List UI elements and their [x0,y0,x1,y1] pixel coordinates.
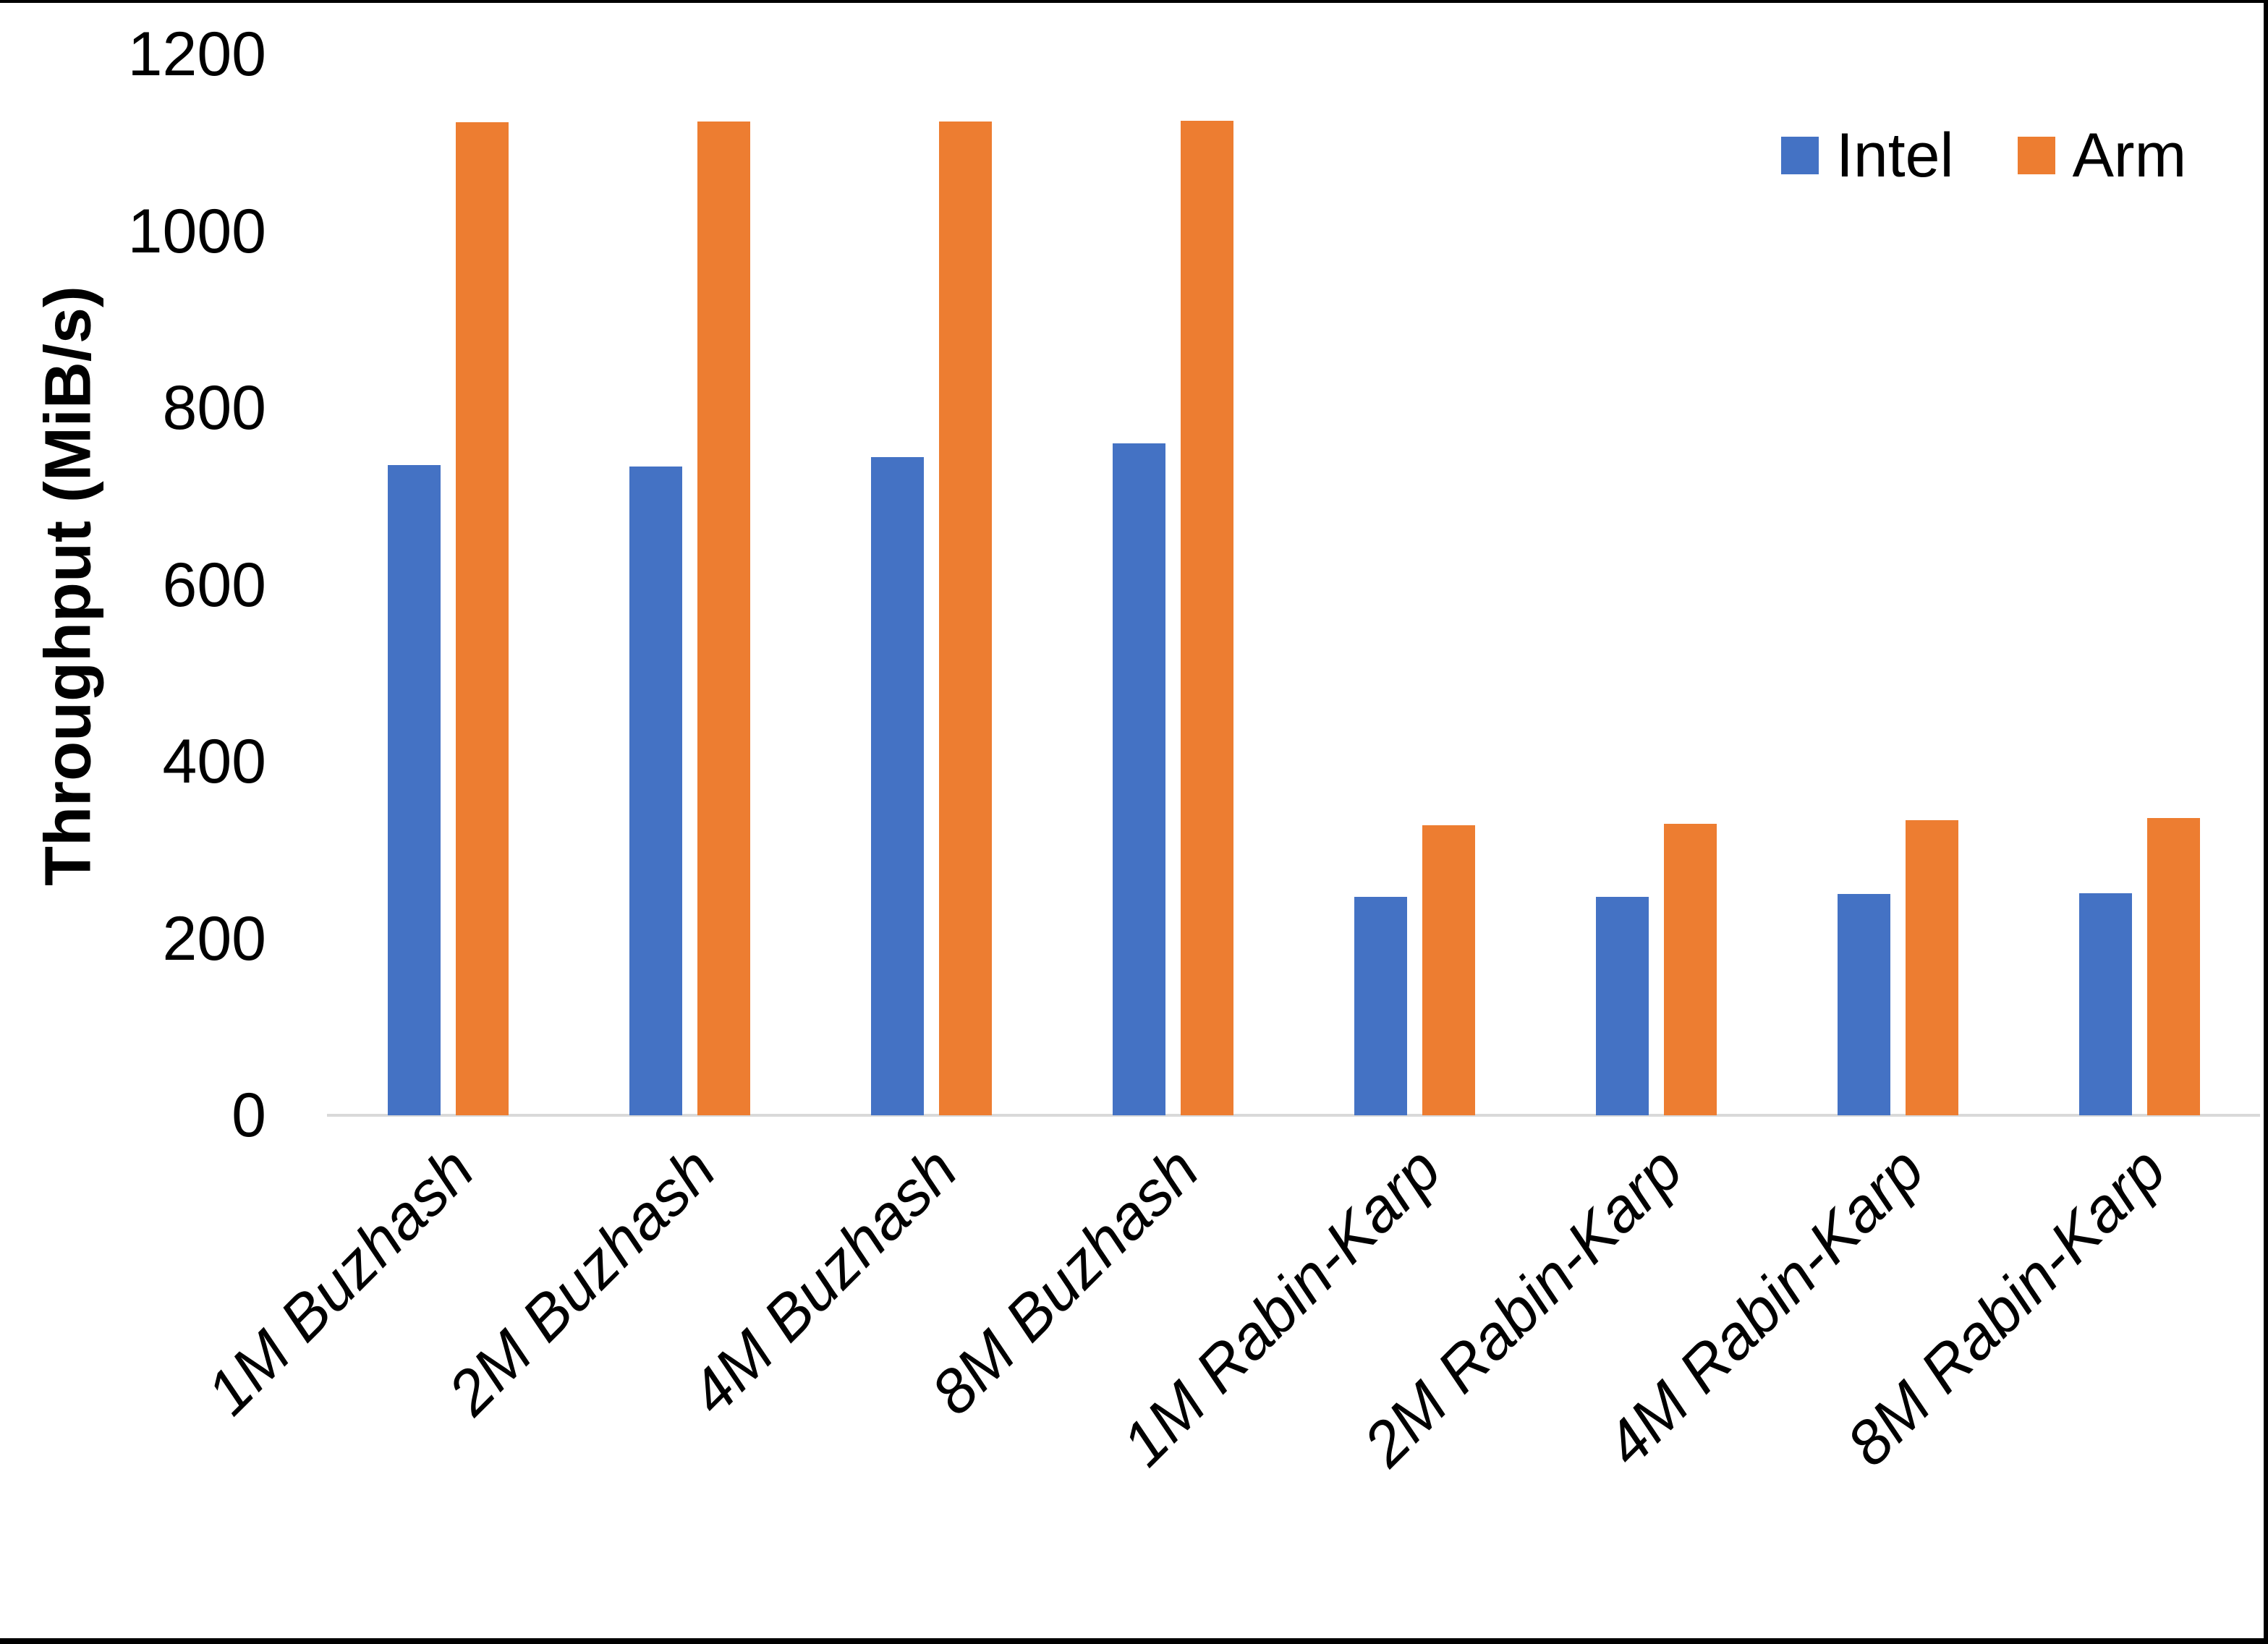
bar-intel-2m-rabin-karp [1595,897,1649,1115]
bar-arm-4m-buzhash [938,121,992,1115]
frame-border-top [0,0,2268,3]
bar-intel-4m-rabin-karp [1837,894,1890,1115]
frame-border-right [2264,0,2268,1644]
y-tick-label-0: 0 [232,1081,266,1150]
frame-border-bottom [0,1638,2268,1644]
bar-arm-2m-buzhash [697,121,750,1115]
y-tick-label-600: 600 [162,550,267,620]
bar-arm-4m-rabin-karp [1905,819,1958,1115]
bar-arm-8m-buzhash [1180,120,1233,1115]
y-tick-label-800: 800 [162,373,267,443]
bar-arm-1m-buzhash [455,122,509,1115]
x-axis-line [327,1114,2260,1117]
bar-intel-8m-rabin-karp [2078,893,2132,1115]
bar-intel-2m-buzhash [629,466,682,1115]
y-tick-label-1000: 1000 [127,196,266,266]
arm-legend-swatch [2017,137,2055,174]
bar-arm-2m-rabin-karp [1663,823,1717,1115]
legend-item-arm: Arm [2017,121,2187,190]
bar-arm-1m-rabin-karp [1422,825,1475,1115]
y-tick-label-400: 400 [162,727,267,796]
bar-intel-8m-buzhash [1112,443,1165,1115]
arm-legend-label: Arm [2072,121,2187,190]
intel-legend-swatch [1781,137,1819,174]
bar-arm-8m-rabin-karp [2146,818,2200,1115]
y-tick-label-1200: 1200 [127,20,266,89]
legend-item-intel: Intel [1781,124,1954,187]
y-tick-label-200: 200 [162,903,267,974]
bar-intel-1m-buzhash [387,465,441,1115]
bar-intel-1m-rabin-karp [1354,897,1407,1115]
legend: Intel Arm [1781,124,2186,187]
bar-intel-4m-buzhash [870,457,924,1115]
intel-legend-label: Intel [1836,121,1954,190]
